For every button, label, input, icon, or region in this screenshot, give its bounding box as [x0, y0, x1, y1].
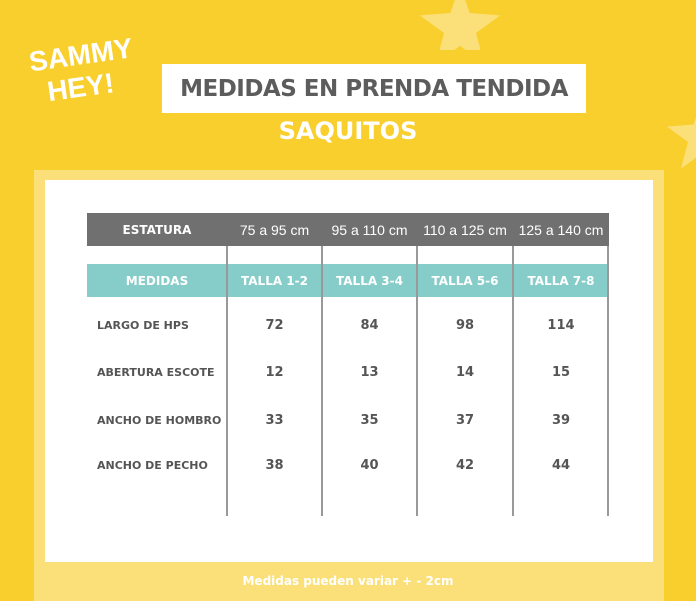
- value-cell: 38: [265, 457, 284, 473]
- size-header: TALLA 3-4: [336, 273, 403, 288]
- row-label: ANCHO DE HOMBRO: [97, 413, 222, 427]
- stature-row: ESTATURA 75 a 95 cm 95 a 110 cm 110 a 12…: [87, 213, 609, 246]
- table-row: LARGO DE HPS 72 84 98 114: [87, 305, 609, 345]
- page-subtitle: SAQUITOS: [278, 117, 418, 145]
- column-divider: [226, 246, 228, 516]
- value-cell: 12: [265, 364, 284, 380]
- column-divider: [512, 246, 514, 516]
- value-cell: 42: [455, 457, 475, 473]
- size-header: TALLA 5-6: [431, 273, 499, 288]
- column-divider: [321, 246, 323, 516]
- table-row: ABERTURA ESCOTE 12 13 14 15: [87, 352, 609, 392]
- stature-cell: 125 a 140 cm: [518, 221, 604, 238]
- value-cell: 37: [455, 412, 475, 428]
- star-decoration: [420, 0, 500, 50]
- value-cell: 72: [265, 317, 284, 333]
- size-header: TALLA 7-8: [527, 273, 595, 288]
- value-cell: 114: [547, 317, 575, 333]
- value-cell: 39: [551, 412, 571, 428]
- stature-cell: 95 a 110 cm: [331, 221, 408, 238]
- logo: SAMMY HEY!: [27, 32, 135, 108]
- value-cell: 98: [455, 317, 475, 333]
- value-cell: 33: [265, 412, 284, 428]
- row-label: ABERTURA ESCOTE: [97, 365, 215, 379]
- column-divider: [607, 246, 609, 516]
- value-cell: 35: [360, 412, 379, 428]
- measures-label: MEDIDAS: [125, 273, 189, 288]
- value-cell: 84: [360, 317, 379, 333]
- size-header: TALLA 1-2: [241, 273, 308, 288]
- stature-cell: 110 a 125 cm: [423, 221, 507, 238]
- stature-cell: 75 a 95 cm: [239, 221, 310, 238]
- value-cell: 14: [455, 364, 475, 380]
- star-decoration: [667, 117, 696, 169]
- row-label: ANCHO DE PECHO: [97, 458, 208, 472]
- table-row: ANCHO DE HOMBRO 33 35 37 39: [87, 400, 609, 440]
- stature-label: ESTATURA: [122, 222, 192, 237]
- table-row: ANCHO DE PECHO 38 40 42 44: [87, 445, 609, 485]
- value-cell: 13: [360, 364, 379, 380]
- value-cell: 15: [551, 364, 571, 380]
- column-divider: [416, 246, 418, 516]
- size-header-row: MEDIDAS TALLA 1-2 TALLA 3-4 TALLA 5-6 TA…: [87, 264, 609, 297]
- page-title: MEDIDAS EN PRENDA TENDIDA: [180, 75, 568, 102]
- title-box: MEDIDAS EN PRENDA TENDIDA: [162, 64, 586, 113]
- value-cell: 40: [360, 457, 379, 473]
- value-cell: 44: [551, 457, 571, 473]
- footer-note: Medidas pueden variar + - 2cm: [242, 574, 454, 588]
- row-label: LARGO DE HPS: [97, 318, 189, 332]
